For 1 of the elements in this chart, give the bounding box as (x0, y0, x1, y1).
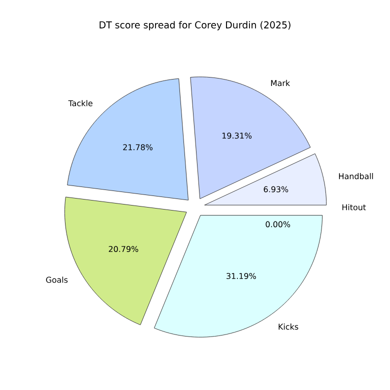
chart-title: DT score spread for Corey Durdin (2025) (100, 21, 290, 30)
